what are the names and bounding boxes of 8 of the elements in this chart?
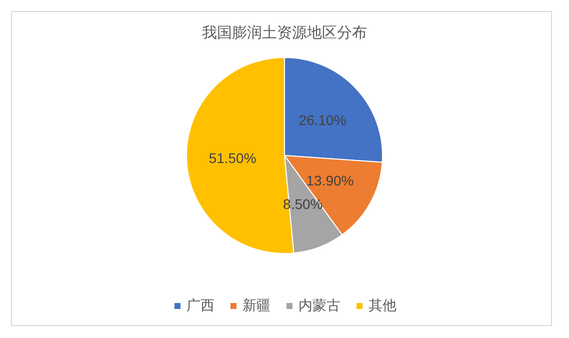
legend-label: 其他: [368, 298, 396, 314]
legend-label: 广西: [186, 298, 214, 314]
chart-title: 我国膨润土资源地区分布: [202, 24, 367, 42]
legend-label: 内蒙古: [298, 298, 340, 314]
data-label: 13.90%: [306, 172, 354, 189]
legend-label: 新疆: [242, 298, 270, 314]
data-label: 51.50%: [208, 150, 256, 166]
data-label: 26.10%: [298, 112, 346, 128]
